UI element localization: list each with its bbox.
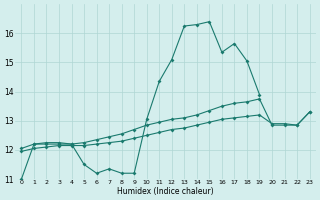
- X-axis label: Humidex (Indice chaleur): Humidex (Indice chaleur): [117, 187, 214, 196]
